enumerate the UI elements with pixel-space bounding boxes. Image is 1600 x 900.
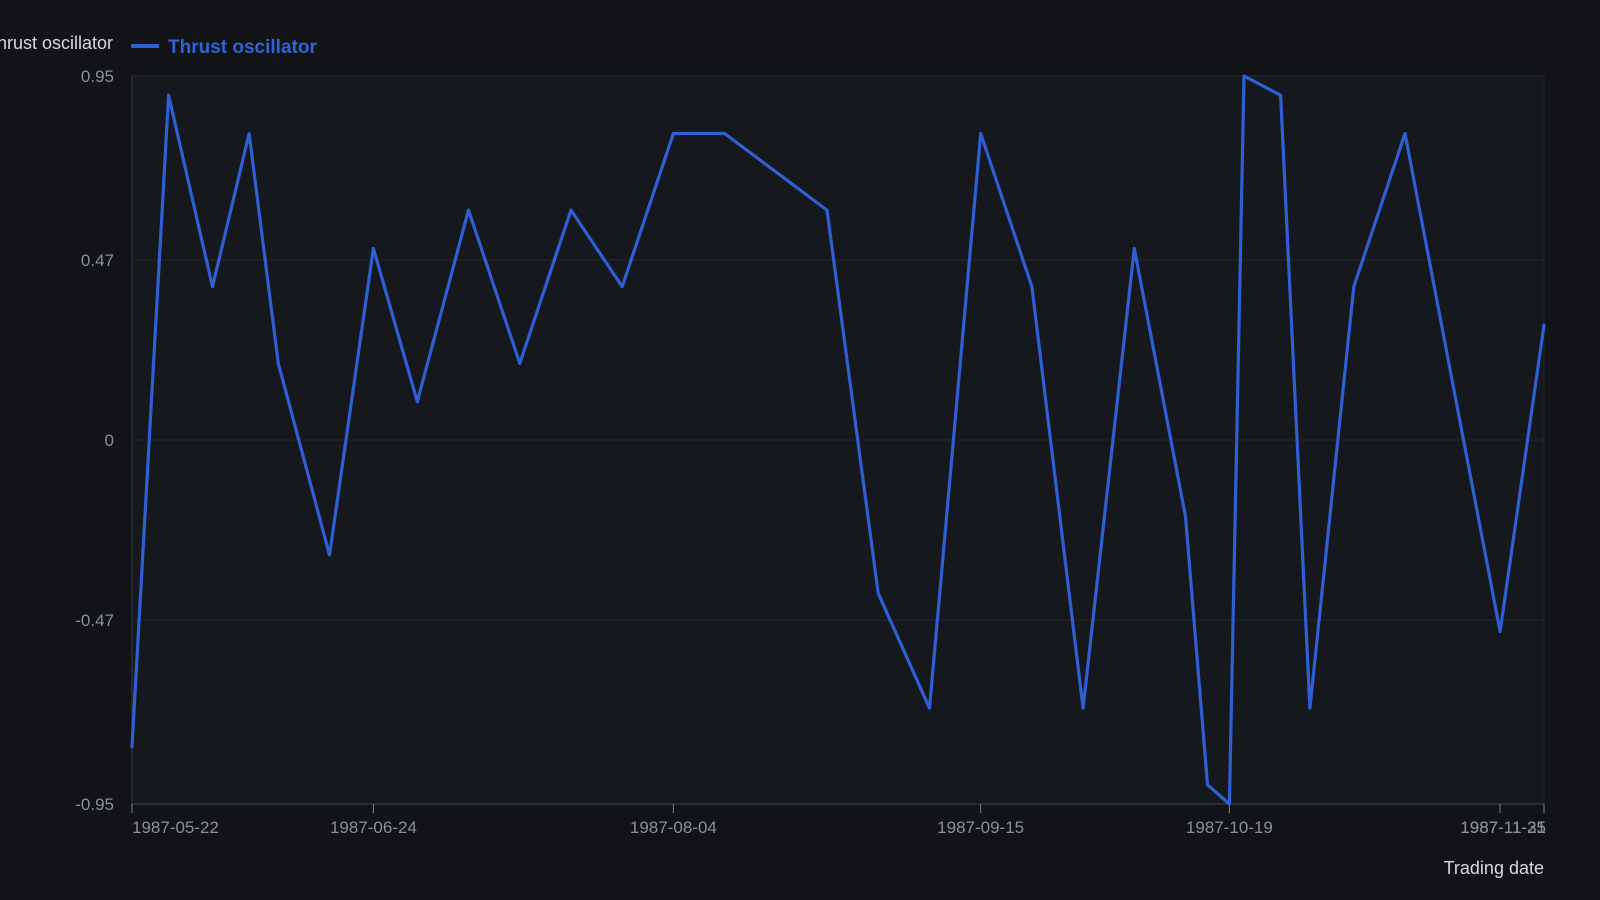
x-axis-ticks: 1987-05-22 1987-06-24 1987-08-04 1987-09-15… [131,804,1546,837]
x-tick-label: 1987-11-31 [1460,818,1546,837]
y-tick-label: -0.95 [75,795,114,814]
x-tick-label: 1987-06-24 [330,818,417,837]
y-tick-label: 0.95 [81,67,114,86]
y-tick-label: 0 [105,431,114,450]
y-tick-label: -0.47 [75,611,114,630]
legend-label-thrust-oscillator: Thrust oscillator [168,37,317,58]
y-axis-title: Thrust oscillator [0,33,113,53]
y-tick-label: 0.47 [81,251,114,270]
x-tick-label: 1987-08-04 [630,818,717,837]
x-tick-label: 1987-11-25 [1460,818,1546,837]
x-axis-title: Trading date [1444,858,1544,878]
series-layer [130,74,1546,806]
x-tick-label: 1987-05-22 [132,818,219,837]
y-axis-ticks: -0.95 -0.47 0 0.47 0.95 [75,67,114,814]
axes [131,75,1545,805]
x-tick-label: 1987-09-15 [937,818,1024,837]
legend[interactable]: Thrust oscillator [131,37,317,58]
x-tick-label: 1987-10-19 [1186,818,1273,837]
